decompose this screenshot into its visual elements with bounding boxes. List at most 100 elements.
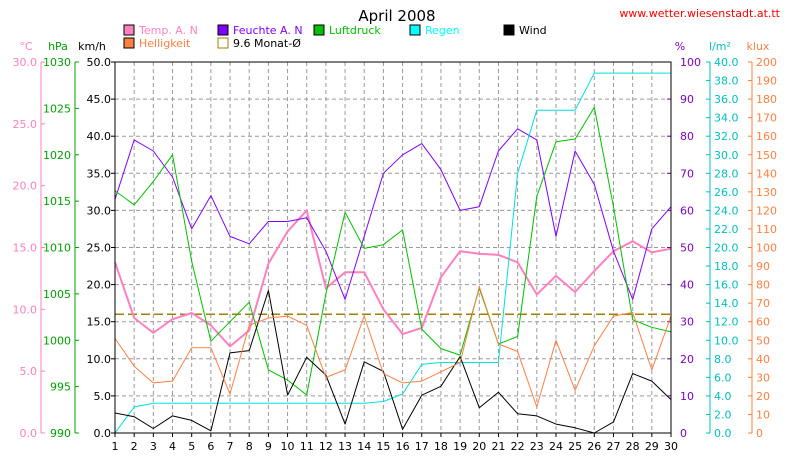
legend-swatch <box>409 24 421 36</box>
axis-tick-label: 30.0 <box>714 149 739 162</box>
legend-label: 9.6 Monat-Ø <box>233 37 301 50</box>
axis-tick-label: 6.0 <box>714 371 732 384</box>
axis-tick-label: 18.0 <box>714 260 739 273</box>
legend-swatch <box>123 37 135 49</box>
legend-label: Temp. A. N <box>138 24 198 37</box>
chart-title: April 2008 <box>358 7 435 25</box>
axis-tick-label: 20.0 <box>714 242 739 255</box>
x-tick-label: 29 <box>645 440 659 453</box>
x-tick-label: 1 <box>112 440 119 453</box>
axis-unit: klux <box>747 40 770 53</box>
x-tick-label: 10 <box>281 440 295 453</box>
x-tick-label: 7 <box>227 440 234 453</box>
x-tick-label: 3 <box>150 440 157 453</box>
axis-tick-label: 36.0 <box>714 93 739 106</box>
axis-tick-label: 100 <box>680 56 701 69</box>
series-wind-line <box>114 290 672 434</box>
legend-swatch <box>217 37 229 49</box>
legend-swatch <box>217 24 229 36</box>
x-tick-label: 6 <box>207 440 214 453</box>
axis-tick-label: 25.0 <box>13 118 38 131</box>
axis-tick-label: 80 <box>680 130 694 143</box>
legend-label: Luftdruck <box>329 24 381 37</box>
axis-tick-label: 90 <box>756 260 770 273</box>
axis-tick-label: 995 <box>50 381 71 394</box>
axis-tick-label: 60 <box>756 316 770 329</box>
axis-tick-label: 100 <box>756 242 777 255</box>
axis-tick-label: 1000 <box>43 334 71 347</box>
x-tick-label: 21 <box>491 440 505 453</box>
x-tick-label: 25 <box>568 440 582 453</box>
axis-unit: l/m² <box>709 40 731 53</box>
legend-label: Wind <box>519 24 547 37</box>
axis-tick-label: 150 <box>756 149 777 162</box>
series-lines <box>114 72 672 434</box>
axis-tick-label: 14.0 <box>714 297 739 310</box>
axis-tick-label: 32.0 <box>714 130 739 143</box>
x-tick-label: 19 <box>453 440 467 453</box>
series-helligkeit-line <box>114 286 672 408</box>
legend-label: Feuchte A. N <box>233 24 303 37</box>
axis-tick-label: 180 <box>756 93 777 106</box>
x-tick-label: 5 <box>188 440 195 453</box>
x-axis: 1 2 3 4 5 6 7 8 9 10 11 12 13 14 15 16 17 18 19 20 21 22 23 24 2… <box>112 433 678 453</box>
axis-tick-label: 1025 <box>43 102 71 115</box>
legend-swatch <box>313 24 325 36</box>
axis-tick-label: 200 <box>756 56 777 69</box>
series-temp-a-n-line <box>114 209 672 348</box>
axis-tick-label: 15.0 <box>87 316 112 329</box>
axis-tick-label: 80 <box>756 279 770 292</box>
x-tick-label: 20 <box>472 440 486 453</box>
axis-unit: km/h <box>78 40 106 53</box>
axis-tick-label: 22.0 <box>714 223 739 236</box>
axis-tick-label: 5.0 <box>20 365 38 378</box>
axis-unit: hPa <box>48 40 68 53</box>
axis-tick-label: 0.0 <box>20 427 38 440</box>
x-tick-label: 11 <box>300 440 314 453</box>
legend-label: Helligkeit <box>139 37 191 50</box>
axis-tick-label: 90 <box>680 93 694 106</box>
axis-tick-label: 20.0 <box>87 279 112 292</box>
axis-tick-label: 50 <box>756 334 770 347</box>
axis-tick-label: 8.0 <box>714 353 732 366</box>
axis-tick-label: 30.0 <box>87 204 112 217</box>
axis-tick-label: 4.0 <box>714 390 732 403</box>
legend-swatch <box>503 24 515 36</box>
axis-tick-label: 110 <box>756 223 777 236</box>
axis-tick-label: 1015 <box>43 195 71 208</box>
axis-tick-label: 170 <box>756 112 777 125</box>
source-link[interactable]: www.wetter.wiesenstadt.at.tt <box>619 7 780 20</box>
x-tick-label: 23 <box>530 440 544 453</box>
grid <box>115 62 671 433</box>
axis-tick-label: 10.0 <box>714 334 739 347</box>
x-tick-label: 15 <box>376 440 390 453</box>
axis-tick-label: 50 <box>680 242 694 255</box>
series-feuchte-a-n-line <box>114 128 672 300</box>
axis-tick-label: 40 <box>680 279 694 292</box>
x-tick-label: 16 <box>396 440 410 453</box>
axis-tick-label: 24.0 <box>714 204 739 217</box>
axis-tick-label: 0 <box>680 427 687 440</box>
axis-unit: °C <box>19 40 33 53</box>
axis-tick-label: 35.0 <box>87 167 112 180</box>
axis-tick-label: 1030 <box>43 56 71 69</box>
axis-tick-label: 1020 <box>43 149 71 162</box>
x-tick-label: 4 <box>169 440 176 453</box>
series-regen-line <box>114 72 671 434</box>
axis-tick-label: 120 <box>756 204 777 217</box>
axis-tick-label: 45.0 <box>87 93 112 106</box>
axis-tick-label: 38.0 <box>714 75 739 88</box>
axis-tick-label: 1005 <box>43 288 71 301</box>
axis-tick-label: 15.0 <box>13 242 38 255</box>
axis-tick-label: 20 <box>680 353 694 366</box>
x-tick-label: 28 <box>626 440 640 453</box>
x-tick-label: 26 <box>587 440 601 453</box>
axis-tick-label: 20 <box>756 390 770 403</box>
axis-tick-label: 1010 <box>43 242 71 255</box>
x-tick-label: 12 <box>319 440 333 453</box>
axis-tick-label: 34.0 <box>714 112 739 125</box>
legend-label: Regen <box>425 24 460 37</box>
legend: Temp. A. N Feuchte A. N Luftdruck Regen Wind… <box>123 24 547 50</box>
axis-tick-label: 130 <box>756 186 777 199</box>
axis-tick-label: 990 <box>50 427 71 440</box>
